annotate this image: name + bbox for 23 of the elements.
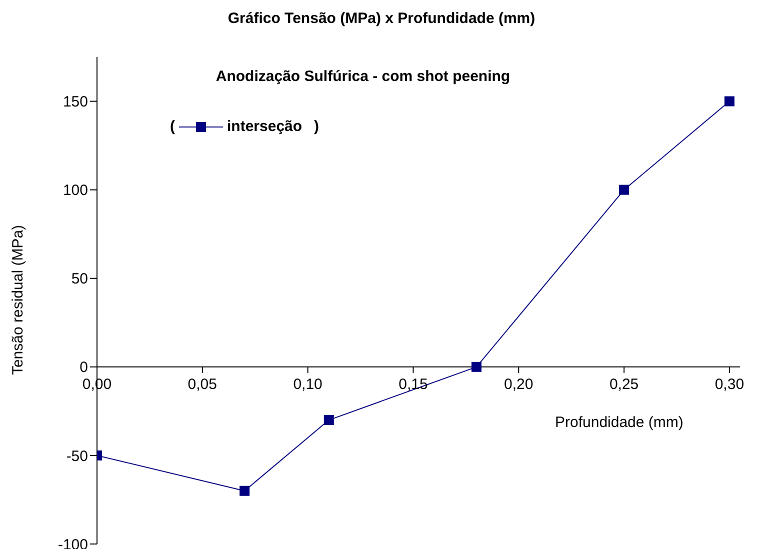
point <box>240 486 250 496</box>
point <box>324 415 334 426</box>
legend-label: interseção <box>227 118 302 135</box>
y-tick-label: 50 <box>71 270 88 288</box>
x-axis-title: Profundidade (mm) <box>555 414 684 431</box>
x-tick-label: 0,05 <box>188 376 218 393</box>
point <box>724 96 734 106</box>
y-tick-label: 150 <box>62 94 88 111</box>
x-tick-label: 0,10 <box>293 376 322 393</box>
x-tick-label: 0,30 <box>714 376 744 393</box>
y-axis-title: Tensão residual (MPa) <box>10 224 26 376</box>
y-tick-label: 0 <box>80 359 88 376</box>
x-tick-label: 0,25 <box>609 376 639 393</box>
point <box>619 184 630 195</box>
text: Anodização Sulfúrica - com shot peening <box>214 68 512 85</box>
annotation: ) <box>314 118 320 135</box>
y-tick-label: 100 <box>62 182 88 200</box>
annotation: ( <box>170 118 175 135</box>
x-tick-label: 0,15 <box>398 376 428 393</box>
y-tick-label: -50 <box>66 448 88 465</box>
chart-title: Gráfico Tensão (MPa) x Profundidade (mm) <box>226 10 536 27</box>
x-tick-label: 0,20 <box>504 376 534 393</box>
point <box>471 362 482 372</box>
